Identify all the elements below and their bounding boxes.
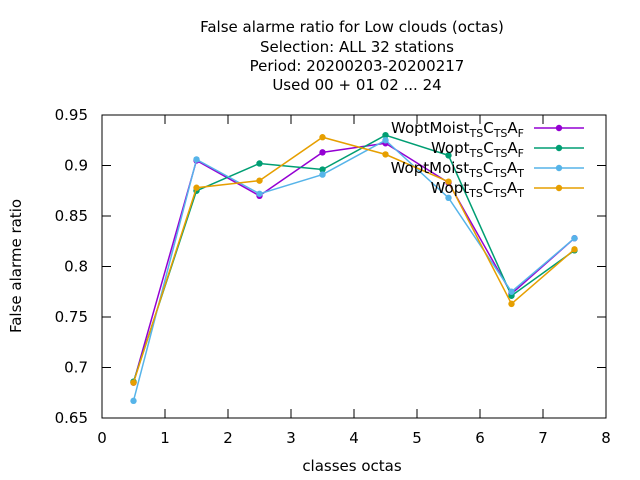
y-tick-label: 0.65 [55,409,88,427]
data-point [508,288,515,295]
data-point [256,190,263,197]
data-point [382,137,389,144]
legend: WoptMoistTSCTSAFWoptTSCTSAFWoptMoistTSCT… [391,119,584,200]
axis-ticks: 0 1 2 3 4 5 6 7 8 0.65 0.7 0.75 0.8 0.85 0.9 0.95 [55,106,611,447]
legend-marker [555,124,563,132]
legend-marker [555,184,563,192]
series-4 [130,134,578,386]
series-line [132,139,575,402]
x-tick-label: 0 [97,429,107,447]
legend-label: WoptMoistTSCTSAT [391,159,525,180]
plot-area-border [101,114,607,419]
legend-label: WoptMoistTSCTSAF [391,119,524,140]
data-point [130,397,137,405]
y-tick-label: 0.85 [55,207,88,225]
data-point [571,235,578,242]
data-point [508,300,515,308]
x-tick-label: 4 [349,429,359,447]
legend-label: WoptTSCTSAF [431,139,524,160]
y-tick-label: 0.95 [55,106,88,124]
legend-marker [555,144,563,152]
data-point [319,166,326,173]
x-tick-label: 7 [538,429,548,447]
title-line-4: Used 00 + 01 02 ... 24 [272,76,441,94]
y-tick-label: 0.7 [64,359,88,377]
data-point [445,194,452,202]
data-point [319,171,326,178]
data-point [193,184,200,191]
x-tick-label: 8 [601,429,611,447]
y-tick-label: 0.75 [55,308,88,326]
chart-title: False alarme ratio for Low clouds (octas… [200,18,504,94]
data-point [445,152,452,159]
x-tick-label: 2 [223,429,233,447]
legend-marker [555,164,563,172]
data-point [256,177,263,184]
x-tick-label: 1 [160,429,170,447]
data-point [256,160,263,167]
data-point [571,246,578,253]
y-tick-label: 0.9 [64,157,88,175]
title-line-2: Selection: ALL 32 stations [260,38,454,56]
title-line-3: Period: 20200203-20200217 [250,57,465,75]
x-tick-label: 6 [475,429,485,447]
data-point [193,156,200,163]
x-tick-label: 3 [286,429,296,447]
data-point [130,379,137,386]
data-point [382,132,389,139]
x-axis-label: classes octas [302,457,402,475]
data-point [382,151,389,158]
series-lines [130,132,578,405]
series-line [132,136,575,383]
data-point [319,149,326,156]
data-point [445,178,452,185]
data-point [319,134,326,141]
title-line-1: False alarme ratio for Low clouds (octas… [200,18,504,36]
y-axis-label: False alarme ratio [7,199,25,333]
y-tick-label: 0.8 [64,258,88,276]
x-tick-label: 5 [412,429,422,447]
legend-label: WoptTSCTSAT [431,179,525,200]
series-3 [130,137,578,405]
